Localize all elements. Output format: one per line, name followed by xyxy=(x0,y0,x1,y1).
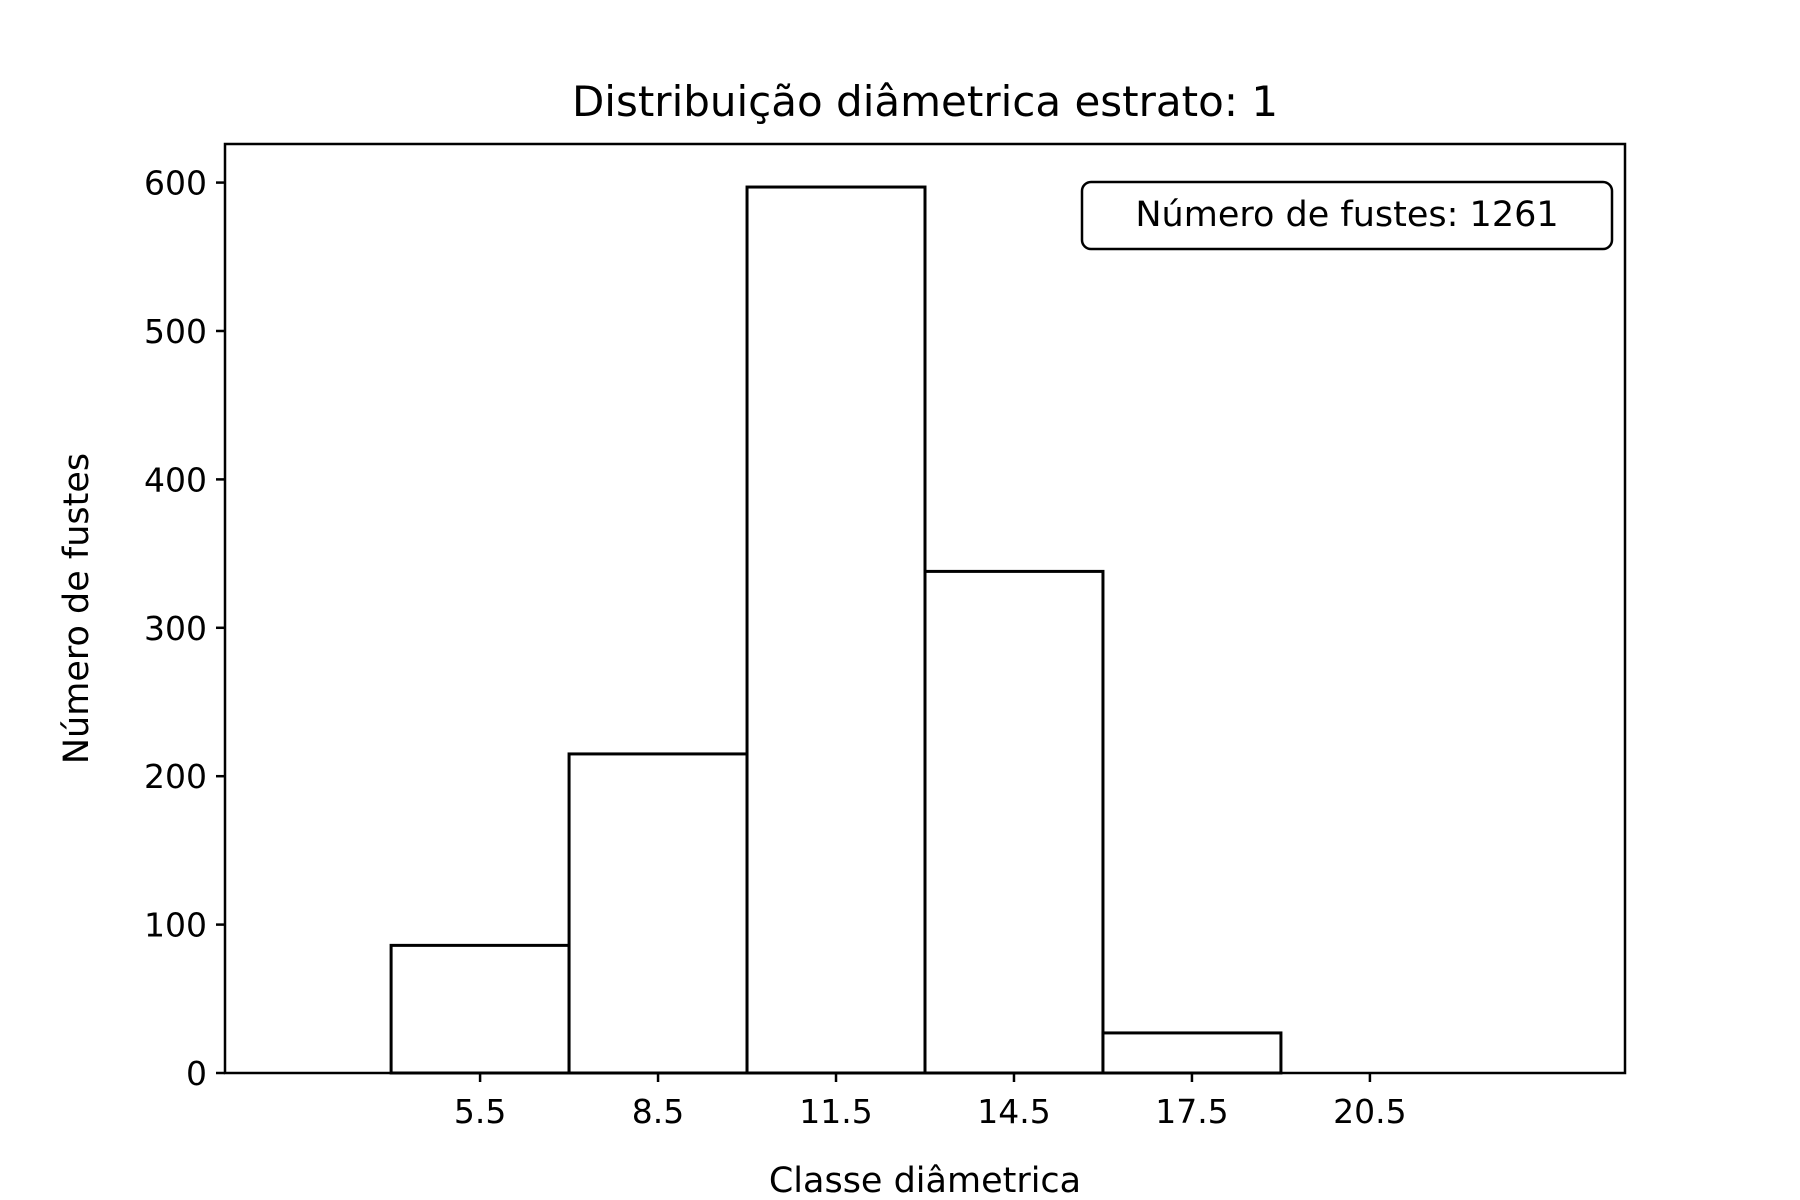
annotation-frame xyxy=(1080,180,1614,251)
x-tick-label: 5.5 xyxy=(454,1092,506,1131)
bar-11.5 xyxy=(745,185,927,1075)
bar-14.5 xyxy=(923,569,1105,1075)
x-tick-label: 14.5 xyxy=(977,1092,1050,1131)
x-tick-label: 8.5 xyxy=(632,1092,684,1131)
x-tick-label: 20.5 xyxy=(1333,1092,1406,1131)
ticks-group: 5.5 8.5 11.5 14.5 17.5 20.5 0 100 200 300 400 500 60… xyxy=(144,164,1407,1131)
y-tick-label: 300 xyxy=(144,609,207,648)
bar-5.5 xyxy=(389,943,571,1075)
chart-title: Distribuição diâmetrica estrato: 1 xyxy=(572,77,1278,126)
bars-group xyxy=(389,185,1283,1075)
y-tick-label: 100 xyxy=(144,906,207,945)
y-tick-label: 400 xyxy=(144,460,207,499)
bar-8.5 xyxy=(567,752,749,1075)
plot-frame xyxy=(223,142,1627,1075)
annotation-text: Número de fustes: 1261 xyxy=(1135,195,1558,235)
x-tick-label: 11.5 xyxy=(799,1092,872,1131)
bar-17.5 xyxy=(1101,1031,1283,1075)
y-tick-label: 500 xyxy=(144,312,207,351)
x-tick-label: 17.5 xyxy=(1155,1092,1228,1131)
y-tick-label: 200 xyxy=(144,757,207,796)
y-tick-label: 600 xyxy=(144,164,207,203)
x-axis-title: Classe diâmetrica xyxy=(769,1161,1081,1200)
y-tick-label: 0 xyxy=(186,1054,207,1093)
annotation-box: Número de fustes: 1261 xyxy=(1080,180,1614,251)
y-axis-title: Número de fustes xyxy=(57,453,97,764)
